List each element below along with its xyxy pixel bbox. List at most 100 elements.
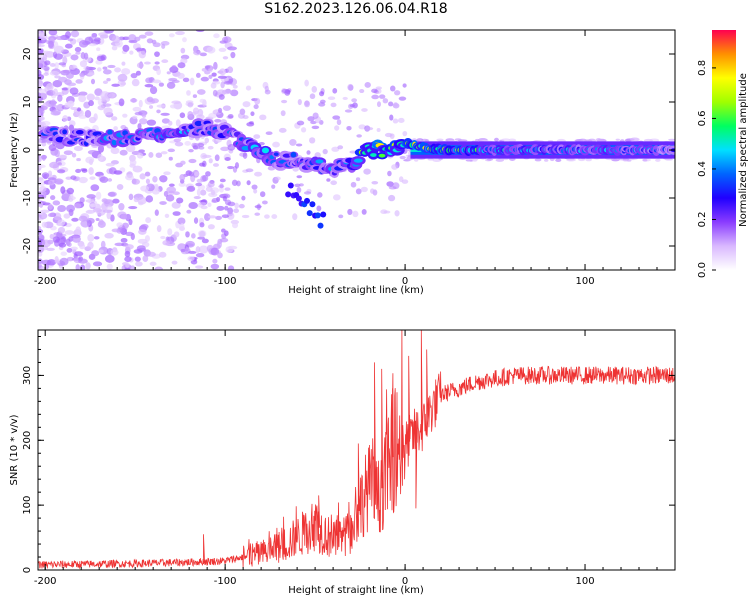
spectrogram-blob	[125, 244, 134, 250]
spectrogram-blob	[78, 258, 88, 264]
spectrogram-blob	[314, 152, 321, 159]
spectrogram-blob	[150, 98, 159, 104]
spectrogram-blob	[204, 70, 211, 75]
spectrogram-ridge-core	[261, 147, 269, 154]
spectrogram-blob	[388, 194, 396, 202]
spectrogram-blob	[508, 138, 517, 142]
snr-panel: -200 -100 0 100 0 100 200 300 Height of straigh…	[9, 329, 676, 596]
spectrogram-blob	[97, 144, 105, 153]
colorbar-gradient	[712, 30, 736, 270]
spectrogram-blob	[38, 262, 42, 269]
spectrogram-blob	[389, 85, 396, 92]
spectrogram-blob	[88, 43, 97, 47]
spectrogram-blob	[105, 162, 115, 167]
spectrogram-blob	[121, 61, 126, 66]
spectrogram-blob	[38, 231, 43, 236]
snr-xtick-label: 100	[575, 576, 594, 587]
spectrogram-blob	[107, 192, 116, 197]
spectrogram-blob	[69, 65, 76, 70]
spectrogram-blob	[79, 243, 86, 250]
spectrogram-blob	[555, 158, 562, 163]
spectrogram-branch	[287, 182, 294, 189]
spectrogram-blob	[259, 114, 267, 121]
spectrogram-blob	[218, 107, 223, 113]
spectrogram-blob	[272, 141, 280, 148]
spectrogram-blob	[186, 185, 196, 192]
spectrogram-blob	[256, 203, 261, 211]
spectrogram-ytick-label: 10	[22, 96, 33, 109]
spectrogram-blob	[98, 249, 104, 254]
spectrogram-blob	[100, 240, 106, 249]
spectrogram-blob	[155, 267, 161, 270]
spectrogram-blob	[202, 174, 209, 182]
spectrogram-blob	[180, 222, 185, 230]
spectrogram-blob	[111, 83, 120, 87]
spectrogram-blob	[38, 111, 41, 117]
spectrogram-blob	[219, 183, 224, 189]
spectrogram-blob	[70, 54, 79, 61]
spectrogram-blob	[192, 145, 199, 150]
spectrogram-blob	[208, 158, 213, 164]
spectrogram-blob	[129, 50, 134, 55]
spectrogram-blob	[199, 98, 205, 103]
spectrogram-blob	[38, 116, 45, 121]
spectrogram-blob	[198, 245, 209, 254]
spectrogram-blob	[149, 86, 158, 95]
spectrogram-blob	[134, 111, 143, 116]
spectrogram-blob	[211, 189, 216, 196]
spectrogram-blob	[146, 38, 154, 44]
spectrogram-blob	[116, 184, 124, 191]
spectrogram-blob	[122, 36, 130, 41]
spectrogram-blob	[116, 222, 123, 228]
spectrogram-blob	[199, 230, 206, 238]
spectrogram-blob	[38, 88, 47, 94]
spectrogram-blob	[44, 60, 51, 66]
spectrogram-blob	[87, 72, 95, 76]
snr-ytick-label: 100	[22, 496, 33, 515]
spectrogram-blob	[87, 233, 95, 242]
spectrogram-ridge-core	[107, 129, 113, 135]
spectrogram-blob	[193, 217, 199, 224]
spectrogram-blob	[57, 94, 63, 102]
spectrogram-blob	[75, 226, 82, 235]
snr-xtick-label: -200	[34, 576, 57, 587]
spectrogram-blob	[52, 80, 63, 88]
spectrogram-blob	[125, 174, 134, 181]
spectrogram-blob	[84, 109, 92, 118]
spectrogram-blob	[227, 114, 234, 119]
spectrogram-blob	[208, 74, 213, 80]
spectrogram-blob	[166, 81, 176, 89]
spectrogram-blob	[135, 261, 143, 267]
spectrogram-blob	[168, 156, 173, 161]
spectrogram-blob	[175, 30, 185, 36]
spectrogram-blob	[347, 83, 354, 91]
spectrogram-blob	[200, 205, 208, 210]
snr-xtick-label: 0	[402, 576, 408, 587]
spectrogram-blob	[344, 109, 353, 113]
spectrogram-blob	[342, 96, 348, 100]
spectrogram-blob	[78, 215, 88, 222]
spectrogram-blob	[169, 104, 177, 109]
spectrogram-blob	[110, 214, 115, 222]
spectrogram-blob	[38, 226, 42, 230]
spectrogram-blob	[264, 89, 271, 95]
spectrogram-blob	[91, 250, 100, 257]
spectrogram-blob	[401, 179, 409, 184]
spectrogram-blob	[168, 120, 173, 126]
spectrogram-blob	[371, 88, 378, 94]
spectrogram-blob	[125, 231, 134, 237]
spectrogram-blob	[195, 265, 204, 269]
spectrogram-blob	[96, 67, 102, 72]
spectrogram-blob	[226, 66, 234, 74]
spectrogram-blob	[131, 178, 141, 185]
spectrogram-blob	[38, 197, 41, 203]
spectrogram-blob	[319, 91, 325, 97]
spectrogram-blob	[160, 151, 168, 155]
spectrogram-blob	[163, 190, 169, 197]
spectrogram-blob	[138, 201, 144, 206]
spectrogram-blob	[87, 149, 98, 155]
spectrogram-blob	[304, 79, 309, 87]
spectrogram-blob	[160, 235, 166, 240]
